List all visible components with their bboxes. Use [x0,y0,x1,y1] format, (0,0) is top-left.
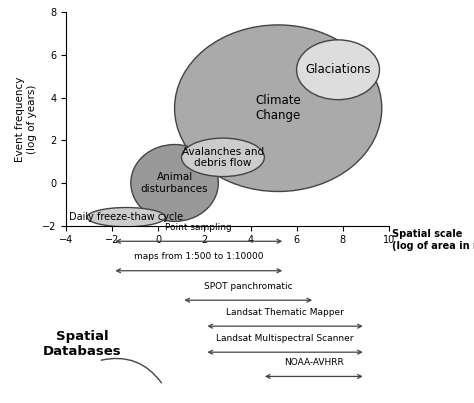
Text: Animal
disturbances: Animal disturbances [141,172,208,194]
Text: Point sampling: Point sampling [165,223,232,232]
Text: Spatial
Databases: Spatial Databases [43,330,122,357]
Ellipse shape [131,145,219,221]
Text: Landsat Multispectral Scanner: Landsat Multispectral Scanner [216,334,354,343]
Text: Avalanches and
debris flow: Avalanches and debris flow [182,147,264,168]
Ellipse shape [182,138,264,177]
Text: SPOT panchromatic: SPOT panchromatic [204,282,292,291]
Text: Daily freeze-thaw cycle: Daily freeze-thaw cycle [69,212,183,222]
Text: maps from 1:500 to 1:10000: maps from 1:500 to 1:10000 [134,252,264,261]
Text: Spatial scale
(log of area in m²): Spatial scale (log of area in m²) [392,229,474,251]
Ellipse shape [87,208,165,227]
Text: NOAA-AVHRR: NOAA-AVHRR [284,358,344,367]
Text: Landsat Thematic Mapper: Landsat Thematic Mapper [226,307,344,317]
Text: Climate
Change: Climate Change [255,94,301,122]
Ellipse shape [174,25,382,191]
Y-axis label: Event frequency
(log of years): Event frequency (log of years) [15,76,36,162]
Ellipse shape [297,40,380,100]
Text: Glaciations: Glaciations [305,63,371,76]
